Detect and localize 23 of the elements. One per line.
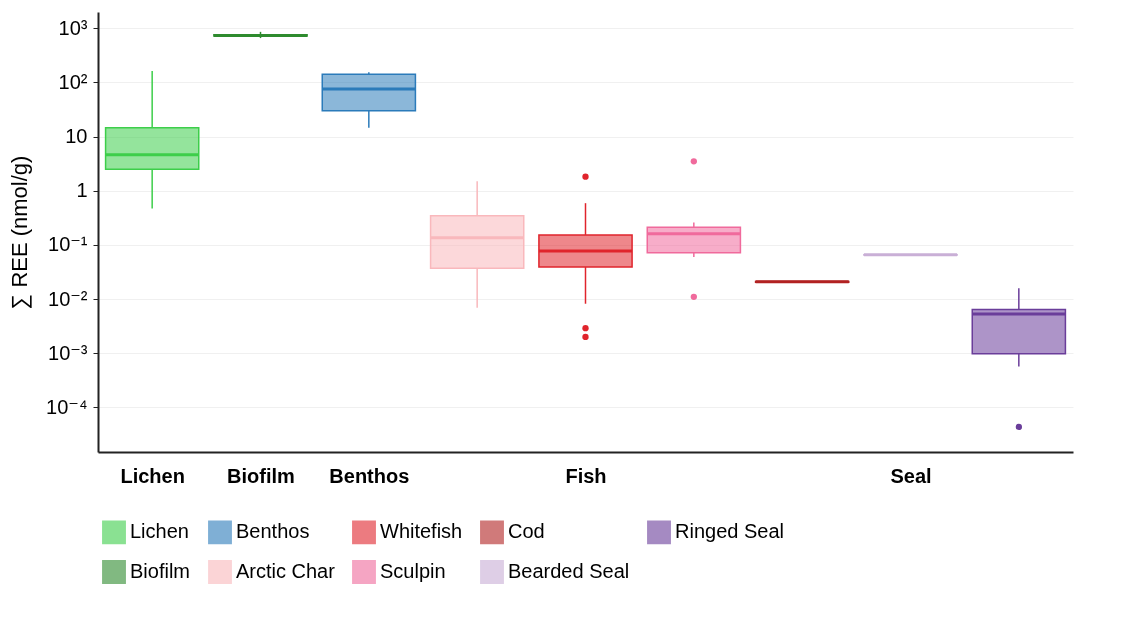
- legend-label: Benthos: [236, 520, 310, 543]
- x-tick-label: Fish: [565, 464, 607, 487]
- legend-label: Ringed Seal: [675, 520, 784, 543]
- y-tick-label: 1: [76, 179, 88, 202]
- y-tick-label: 10⁻¹: [48, 233, 88, 256]
- y-tick-label: 10³: [58, 16, 88, 39]
- legend-label: Sculpin: [380, 560, 446, 582]
- x-tick-label: Biofilm: [227, 464, 295, 487]
- y-axis-title: ∑ REE (nmol/g): [7, 155, 33, 310]
- x-tick-label: Seal: [890, 464, 932, 487]
- y-tick-label: 10: [65, 125, 88, 148]
- y-tick-label: 10⁻³: [48, 341, 88, 364]
- x-tick-label: Benthos: [329, 464, 410, 487]
- legend-label: Bearded Seal: [508, 560, 630, 582]
- y-tick-label: 10²: [58, 70, 88, 93]
- legend-label: Whitefish: [380, 520, 463, 543]
- y-tick-label: 10⁻⁴: [46, 395, 88, 418]
- legend-label: Lichen: [130, 520, 189, 543]
- y-tick-label: 10⁻²: [48, 287, 88, 310]
- x-tick-label: Lichen: [120, 464, 185, 487]
- legend-label: Cod: [508, 520, 545, 543]
- legend-label: Biofilm: [130, 560, 191, 582]
- legend-label: Arctic Char: [236, 560, 336, 582]
